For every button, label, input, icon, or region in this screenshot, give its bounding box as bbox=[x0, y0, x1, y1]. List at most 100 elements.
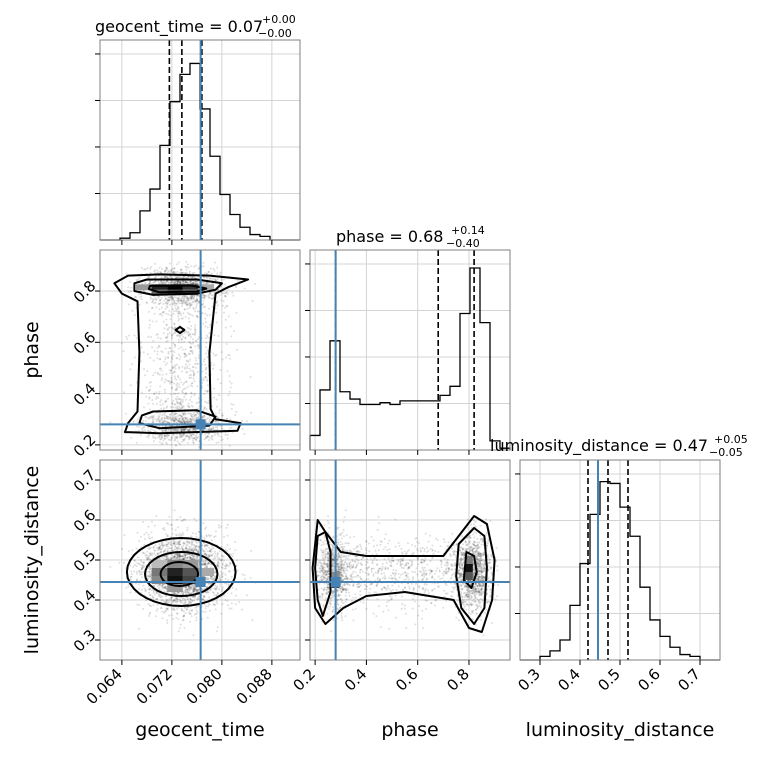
scatter-point bbox=[159, 403, 162, 406]
scatter-point bbox=[206, 435, 209, 438]
scatter-point bbox=[204, 610, 207, 613]
scatter-point bbox=[153, 350, 156, 353]
scatter-point bbox=[188, 352, 191, 355]
scatter-point bbox=[142, 419, 145, 422]
scatter-point bbox=[158, 390, 161, 393]
scatter-point bbox=[161, 296, 163, 299]
scatter-point bbox=[173, 281, 176, 284]
scatter-point bbox=[186, 428, 189, 431]
scatter-point bbox=[210, 435, 213, 438]
scatter-point bbox=[180, 428, 183, 430]
scatter-point bbox=[228, 444, 231, 447]
scatter-point bbox=[184, 420, 187, 423]
scatter-point bbox=[127, 585, 130, 588]
scatter-point bbox=[173, 310, 176, 313]
scatter-point bbox=[212, 267, 215, 270]
scatter-point bbox=[216, 426, 219, 429]
scatter-point bbox=[180, 381, 183, 384]
scatter-point bbox=[176, 395, 179, 398]
scatter-point bbox=[170, 524, 173, 527]
scatter-point bbox=[249, 577, 252, 579]
scatter-point bbox=[192, 439, 194, 442]
scatter-point bbox=[173, 351, 176, 354]
scatter-point bbox=[157, 417, 160, 420]
scatter-point bbox=[171, 267, 174, 270]
scatter-point bbox=[181, 597, 184, 600]
scatter-point bbox=[130, 286, 133, 289]
scatter-point bbox=[187, 297, 190, 300]
scatter-point bbox=[182, 405, 185, 408]
scatter-point bbox=[219, 271, 222, 274]
scatter-point bbox=[156, 549, 159, 552]
scatter-point bbox=[179, 627, 181, 630]
scatter-point bbox=[181, 415, 183, 418]
scatter-point bbox=[229, 380, 231, 383]
scatter-point bbox=[188, 420, 191, 423]
scatter-point bbox=[137, 293, 140, 296]
scatter-point bbox=[202, 302, 205, 305]
scatter-point bbox=[153, 281, 155, 284]
scatter-point bbox=[195, 535, 198, 538]
scatter-point bbox=[172, 312, 175, 315]
scatter-point bbox=[215, 321, 218, 324]
scatter-point bbox=[156, 346, 159, 349]
scatter-point bbox=[166, 302, 169, 305]
scatter-point bbox=[138, 540, 141, 543]
scatter-point bbox=[147, 389, 150, 392]
scatter-point bbox=[229, 547, 232, 550]
scatter-point bbox=[224, 573, 227, 576]
scatter-point bbox=[147, 311, 150, 313]
scatter-point bbox=[181, 300, 184, 303]
scatter-point bbox=[154, 298, 157, 301]
scatter-point bbox=[222, 300, 225, 303]
scatter-point bbox=[180, 300, 183, 303]
scatter-point bbox=[127, 291, 130, 294]
scatter-point bbox=[132, 565, 135, 568]
scatter-point bbox=[209, 278, 212, 280]
scatter-point bbox=[204, 376, 207, 379]
scatter-point bbox=[167, 397, 169, 400]
scatter-point bbox=[179, 312, 182, 315]
scatter-point bbox=[183, 381, 186, 384]
scatter-point bbox=[149, 271, 152, 274]
scatter-point bbox=[158, 368, 161, 370]
scatter-point bbox=[224, 326, 227, 329]
scatter-point bbox=[176, 598, 179, 601]
scatter-point bbox=[185, 261, 188, 263]
scatter-point bbox=[206, 390, 209, 392]
scatter-point bbox=[157, 336, 160, 339]
scatter-point bbox=[173, 282, 176, 285]
scatter-point bbox=[180, 299, 183, 302]
scatter-point bbox=[210, 297, 213, 300]
scatter-point bbox=[177, 534, 180, 537]
scatter-point bbox=[149, 385, 152, 388]
scatter-point bbox=[174, 392, 177, 395]
scatter-point bbox=[195, 402, 198, 405]
scatter-point bbox=[138, 587, 141, 590]
scatter-point bbox=[163, 299, 166, 302]
scatter-point bbox=[224, 283, 227, 286]
scatter-point bbox=[142, 426, 145, 429]
scatter-point bbox=[236, 569, 239, 572]
scatter-point bbox=[167, 434, 170, 437]
scatter-point bbox=[165, 268, 168, 271]
scatter-point bbox=[176, 363, 179, 366]
scatter-point bbox=[210, 364, 213, 367]
scatter-point bbox=[151, 552, 153, 555]
scatter-point bbox=[125, 272, 128, 275]
scatter-point bbox=[216, 602, 219, 605]
scatter-point bbox=[165, 305, 168, 308]
scatter-point bbox=[170, 602, 173, 605]
scatter-point bbox=[172, 419, 175, 422]
scatter-point bbox=[189, 384, 192, 387]
scatter-point bbox=[156, 603, 159, 606]
scatter-point bbox=[174, 438, 177, 441]
scatter-point bbox=[164, 281, 167, 284]
scatter-point bbox=[175, 400, 178, 403]
scatter-point bbox=[174, 429, 177, 432]
scatter-point bbox=[182, 420, 185, 422]
scatter-point bbox=[145, 554, 148, 556]
scatter-point bbox=[177, 374, 180, 377]
scatter-point bbox=[225, 305, 228, 308]
scatter-point bbox=[206, 550, 209, 553]
